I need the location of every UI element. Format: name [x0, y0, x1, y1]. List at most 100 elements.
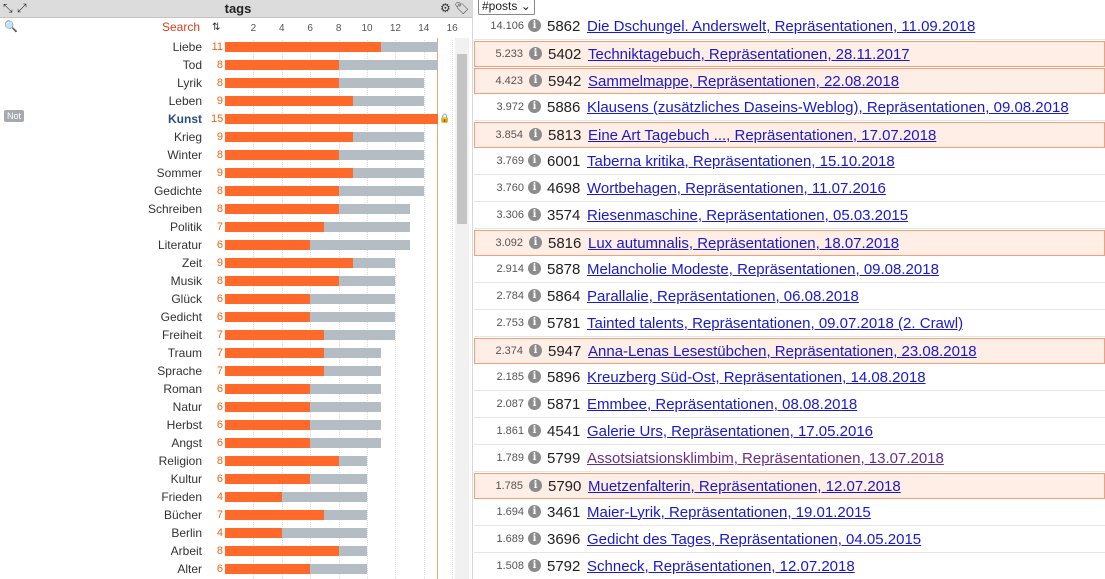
expand-icon[interactable]: ⤢ [17, 1, 27, 15]
info-icon[interactable]: i [528, 208, 541, 221]
info-icon[interactable]: i [528, 370, 541, 383]
tag-label[interactable]: Lyrik [177, 76, 202, 90]
lock-icon[interactable]: 🔒 [439, 113, 451, 123]
post-link[interactable]: Muetzenfalterin, Repräsentationen, 12.07… [588, 478, 901, 495]
info-icon[interactable]: i [528, 451, 541, 464]
post-link[interactable]: Techniktagebuch, Repräsentationen, 28.11… [588, 46, 910, 63]
post-link[interactable]: Sammelmappe, Repräsentationen, 22.08.201… [588, 73, 900, 90]
tag-label[interactable]: Sommer [156, 166, 202, 180]
tag-label[interactable]: Kultur [170, 472, 202, 486]
post-row[interactable]: 3.092 i 5816 Lux autumnalis, Repräsentation… [474, 230, 1105, 256]
info-icon[interactable]: i [528, 19, 541, 32]
post-row[interactable]: 1.789 i 5799 Assotsiatsionsklimbim, Repräse… [474, 446, 1105, 472]
tags-icon[interactable]: 🏷 [454, 1, 470, 15]
tag-row[interactable]: Politik 7 [0, 218, 450, 236]
tag-label[interactable]: Glück [171, 292, 202, 306]
info-icon[interactable]: i [528, 289, 541, 302]
tag-label[interactable]: Winter [167, 148, 202, 162]
info-icon[interactable]: i [528, 181, 541, 194]
post-row[interactable]: 3.769 i 6001 Taberna kritika, Repräsentatio… [474, 149, 1105, 175]
tag-row[interactable]: Berlin 4 [0, 524, 450, 542]
post-row[interactable]: 3.972 i 5886 Klausens (zusätzliches Daseins… [474, 95, 1105, 121]
post-row[interactable]: 5.233 i 5402 Techniktagebuch, Repräsentatio… [474, 41, 1105, 67]
tag-row[interactable]: Frieden 4 [0, 488, 450, 506]
info-icon[interactable]: i [529, 47, 542, 60]
tag-row[interactable]: Schreiben 8 [0, 200, 450, 218]
info-icon[interactable]: i [528, 424, 541, 437]
post-row[interactable]: 2.374 i 5947 Anna-Lenas Lesestübchen, Reprä… [474, 338, 1105, 364]
post-row[interactable]: 3.760 i 4698 Wortbehagen, Repräsentationen,… [474, 176, 1105, 202]
post-row[interactable]: 3.306 i 3574 Riesenmaschine, Repräsentation… [474, 203, 1105, 229]
tag-label[interactable]: Gedicht [160, 310, 202, 324]
tag-row[interactable]: Arbeit 8 [0, 542, 450, 560]
scrollbar-thumb[interactable] [457, 54, 467, 224]
post-link[interactable]: Taberna kritika, Repräsentationen, 15.10… [587, 153, 895, 170]
tag-label[interactable]: Berlin [171, 526, 202, 540]
post-row[interactable]: 1.508 i 5792 Schneck, Repräsentationen, 12.… [474, 554, 1105, 579]
tag-label[interactable]: Musik [170, 274, 202, 288]
post-row[interactable]: 14.106 i 5862 Die Dschungel. Anderswelt, Re… [474, 14, 1105, 40]
tag-row[interactable]: Gedicht 6 [0, 308, 450, 326]
tag-label[interactable]: Tod [182, 58, 202, 72]
post-link[interactable]: Lux autumnalis, Repräsentationen, 18.07.… [588, 235, 900, 252]
info-icon[interactable]: i [529, 128, 542, 141]
sort-icon[interactable]: ⇅ [212, 22, 221, 33]
tag-label[interactable]: Natur [172, 400, 202, 414]
post-row[interactable]: 2.185 i 5896 Kreuzberg Süd-Ost, Repräsentat… [474, 365, 1105, 391]
tag-row[interactable]: Leben 9 [0, 92, 450, 110]
tag-label[interactable]: Angst [171, 436, 202, 450]
info-icon[interactable]: i [528, 559, 541, 572]
tag-row[interactable]: Religion 8 [0, 452, 450, 470]
post-row[interactable]: 4.423 i 5942 Sammelmappe, Repräsentationen,… [474, 68, 1105, 94]
posts-sort-select[interactable]: #posts ⌄ [478, 0, 535, 15]
post-row[interactable]: 2.087 i 5871 Emmbee, Repräsentationen, 08.0… [474, 392, 1105, 418]
post-link[interactable]: Maier-Lyrik, Repräsentationen, 19.01.201… [587, 504, 871, 521]
tag-row[interactable]: Tod 8 [0, 56, 450, 74]
tag-label[interactable]: Zeit [181, 256, 202, 270]
tag-label[interactable]: Freiheit [161, 328, 202, 342]
post-link[interactable]: Emmbee, Repräsentationen, 08.08.2018 [587, 396, 858, 413]
post-link[interactable]: Riesenmaschine, Repräsentationen, 05.03.… [587, 207, 909, 224]
post-link[interactable]: Galerie Urs, Repräsentationen, 17.05.201… [587, 423, 874, 440]
tag-row[interactable]: Krieg 9 [0, 128, 450, 146]
tag-label[interactable]: Literatur [157, 238, 202, 252]
tag-row[interactable]: Zeit 9 [0, 254, 450, 272]
post-link[interactable]: Klausens (zusätzliches Daseins-Weblog), … [587, 99, 1069, 116]
not-badge[interactable]: Not [4, 110, 25, 122]
tag-label[interactable]: Herbst [166, 418, 202, 432]
tag-row[interactable]: Traum 7 [0, 344, 450, 362]
search-label[interactable]: Search [161, 20, 200, 34]
info-icon[interactable]: i [529, 74, 542, 87]
post-row[interactable]: 1.689 i 3696 Gedicht des Tages, Repräsentat… [474, 527, 1105, 553]
post-row[interactable]: 1.785 i 5790 Muetzenfalterin, Repräsentatio… [474, 473, 1105, 499]
tag-row[interactable]: Freiheit 7 [0, 326, 450, 344]
post-link[interactable]: Gedicht des Tages, Repräsentationen, 04.… [587, 531, 922, 548]
tag-row[interactable]: Musik 8 [0, 272, 450, 290]
post-link[interactable]: Kreuzberg Süd-Ost, Repräsentationen, 14.… [587, 369, 926, 386]
post-row[interactable]: 3.854 i 5813 Eine Art Tagebuch ..., Repräse… [474, 122, 1105, 148]
info-icon[interactable]: i [528, 532, 541, 545]
info-icon[interactable]: i [529, 479, 542, 492]
tag-label[interactable]: Arbeit [170, 544, 202, 558]
info-icon[interactable]: i [528, 154, 541, 167]
info-icon[interactable]: i [529, 236, 542, 249]
tag-row[interactable]: Gedichte 8 [0, 182, 450, 200]
post-row[interactable]: 2.914 i 5878 Melancholie Modeste, Repräsent… [474, 257, 1105, 283]
tag-row[interactable]: Roman 6 [0, 380, 450, 398]
post-link[interactable]: Parallalie, Repräsentationen, 06.08.2018 [587, 288, 859, 305]
post-link[interactable]: Eine Art Tagebuch ..., Repräsentationen,… [588, 127, 937, 144]
tag-label[interactable]: Schreiben [147, 202, 202, 216]
post-link[interactable]: Wortbehagen, Repräsentationen, 11.07.201… [587, 180, 886, 197]
tag-label[interactable]: Frieden [161, 490, 202, 504]
collapse-icon[interactable]: ⤡ [3, 1, 13, 15]
post-row[interactable]: 1.861 i 4541 Galerie Urs, Repräsentationen,… [474, 419, 1105, 445]
tag-search[interactable]: 🔍 Search [0, 19, 215, 35]
post-link[interactable]: Tainted talents, Repräsentationen, 09.07… [587, 315, 964, 332]
tag-label[interactable]: Bücher [163, 508, 202, 522]
post-row[interactable]: 2.753 i 5781 Tainted talents, Repräsentatio… [474, 311, 1105, 337]
tag-label[interactable]: Sprache [157, 364, 202, 378]
info-icon[interactable]: i [528, 262, 541, 275]
tag-row[interactable]: Bücher 7 [0, 506, 450, 524]
tags-scrollbar[interactable] [455, 38, 469, 579]
tag-label[interactable]: Alter [177, 562, 202, 576]
